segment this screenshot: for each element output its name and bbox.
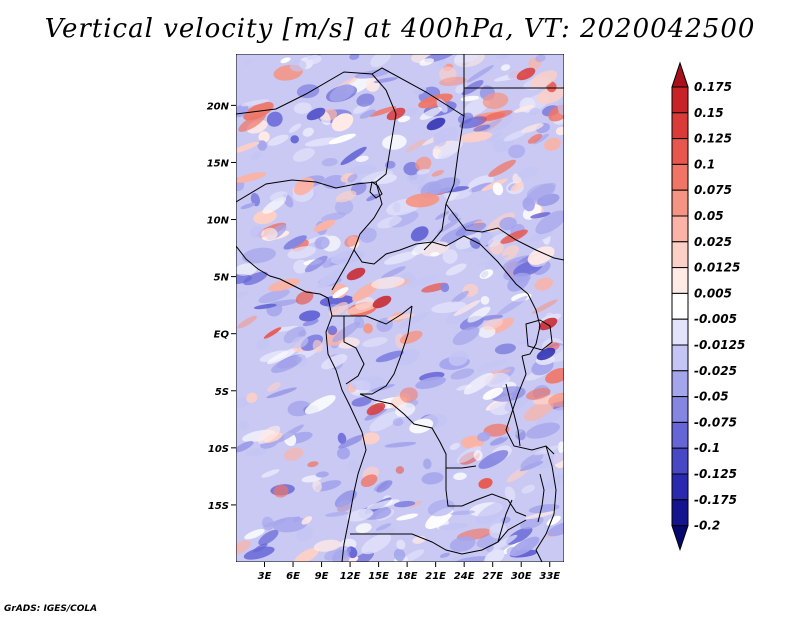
border-malawi bbox=[497, 499, 513, 543]
lake-malawi bbox=[537, 473, 545, 523]
colorbar-label: -0.025 bbox=[694, 364, 737, 378]
border-south-sudan bbox=[445, 203, 564, 261]
colorbar-label: 0.025 bbox=[694, 235, 732, 249]
colorbar-label: -0.1 bbox=[694, 441, 720, 455]
colorbar-bin bbox=[671, 473, 689, 501]
colorbar-bin bbox=[671, 292, 689, 320]
colorbar-bin bbox=[671, 112, 689, 140]
colorbar-label: 0.0125 bbox=[694, 261, 740, 275]
colorbar-label: 0.005 bbox=[694, 286, 732, 300]
border-tanzania bbox=[535, 445, 557, 562]
lon-tick-label: 12E bbox=[340, 571, 361, 582]
lon-tick-label: 3E bbox=[258, 571, 272, 582]
colorbar-label: -0.005 bbox=[694, 312, 737, 326]
credit-text: GrADS: IGES/COLA bbox=[4, 604, 98, 614]
colorbar-bin bbox=[671, 267, 689, 294]
map-panel bbox=[236, 54, 564, 562]
lon-tick-label: 6E bbox=[286, 571, 300, 582]
coastline-west bbox=[236, 245, 367, 562]
colorbar-label: 0.175 bbox=[694, 80, 732, 94]
lat-tick-label: 5N bbox=[214, 273, 230, 284]
latitude-axis: 20N 15N 10N 5N EQ 5S 10S 15S bbox=[207, 101, 236, 512]
colorbar-bin bbox=[671, 396, 689, 423]
colorbar-bin bbox=[671, 499, 689, 527]
velocity-field-map bbox=[236, 54, 564, 562]
colorbar: 0.175 0.15 0.125 0.1 0.075 0.05 0.025 0.0125 0.0… bbox=[671, 61, 745, 552]
colorbar-bin bbox=[671, 421, 689, 449]
lat-tick-label: EQ bbox=[214, 330, 230, 341]
colorbar-bin bbox=[671, 344, 689, 372]
colorbar-bin bbox=[671, 241, 689, 269]
colorbar-label: 0.125 bbox=[694, 132, 732, 146]
colorbar-bin bbox=[671, 318, 689, 346]
lon-tick-label: 21E bbox=[425, 571, 446, 582]
colorbar-label: -0.05 bbox=[694, 390, 729, 404]
colorbar-label: -0.075 bbox=[694, 415, 737, 429]
lon-tick-label: 33E bbox=[539, 571, 560, 582]
lon-tick-label: 24E bbox=[454, 571, 475, 582]
colorbar-label: 0.1 bbox=[694, 157, 715, 171]
lake-tanganyika bbox=[505, 383, 521, 447]
lat-tick-label: 15N bbox=[207, 158, 230, 169]
border-congo-drc bbox=[360, 305, 413, 395]
colorbar-bottom-arrow bbox=[671, 525, 689, 552]
colorbar-label: -0.125 bbox=[694, 467, 737, 481]
border-cameroon-car bbox=[353, 235, 529, 295]
colorbar-bin bbox=[671, 370, 689, 398]
border-zambia-south bbox=[350, 519, 527, 555]
lon-tick-label: 18E bbox=[397, 571, 418, 582]
lon-tick-label: 30E bbox=[511, 571, 532, 582]
colorbar-bin bbox=[671, 138, 689, 165]
lat-tick-label: 5S bbox=[215, 387, 229, 398]
lake-chad bbox=[369, 181, 383, 199]
chart-title: Vertical velocity [m/s] at 400hPa, VT: 2… bbox=[44, 14, 756, 44]
lon-tick-label: 9E bbox=[315, 571, 329, 582]
colorbar-label: -0.175 bbox=[694, 493, 737, 507]
lat-tick-label: 10S bbox=[208, 444, 229, 455]
colorbar-label: 0.075 bbox=[694, 183, 732, 197]
lat-tick-label: 10N bbox=[207, 216, 230, 227]
lat-tick-label: 20N bbox=[207, 101, 230, 112]
colorbar-label: -0.0125 bbox=[694, 338, 745, 352]
border-drc-angola bbox=[359, 393, 477, 469]
border-angola-zambia bbox=[445, 468, 527, 517]
lake-victoria bbox=[525, 319, 553, 351]
country-borders bbox=[236, 54, 564, 562]
colorbar-label: 0.15 bbox=[694, 106, 724, 120]
velocity-field bbox=[236, 54, 564, 562]
lat-tick-label: 15S bbox=[208, 501, 229, 512]
border-gabon bbox=[343, 316, 365, 385]
colorbar-bin bbox=[671, 163, 689, 191]
border-cameroon-south bbox=[332, 305, 413, 325]
border-east bbox=[505, 355, 555, 455]
colorbar-bin bbox=[671, 189, 689, 217]
lon-tick-label: 27E bbox=[482, 571, 503, 582]
border-uganda-kenya bbox=[521, 293, 541, 357]
colorbar-bin bbox=[671, 447, 689, 475]
lon-tick-label: 15E bbox=[368, 571, 389, 582]
longitude-axis: 3E 6E 9E 12E 15E 18E 21E 24E 27E 30E 33E bbox=[258, 562, 560, 582]
border-libya-sudan bbox=[371, 54, 465, 117]
colorbar-top-arrow bbox=[671, 61, 689, 88]
border-nigeria bbox=[236, 179, 383, 291]
colorbar-bin bbox=[671, 215, 689, 243]
colorbar-label: -0.2 bbox=[694, 519, 720, 533]
colorbar-bin bbox=[671, 86, 689, 114]
colorbar-label: 0.05 bbox=[694, 209, 724, 223]
